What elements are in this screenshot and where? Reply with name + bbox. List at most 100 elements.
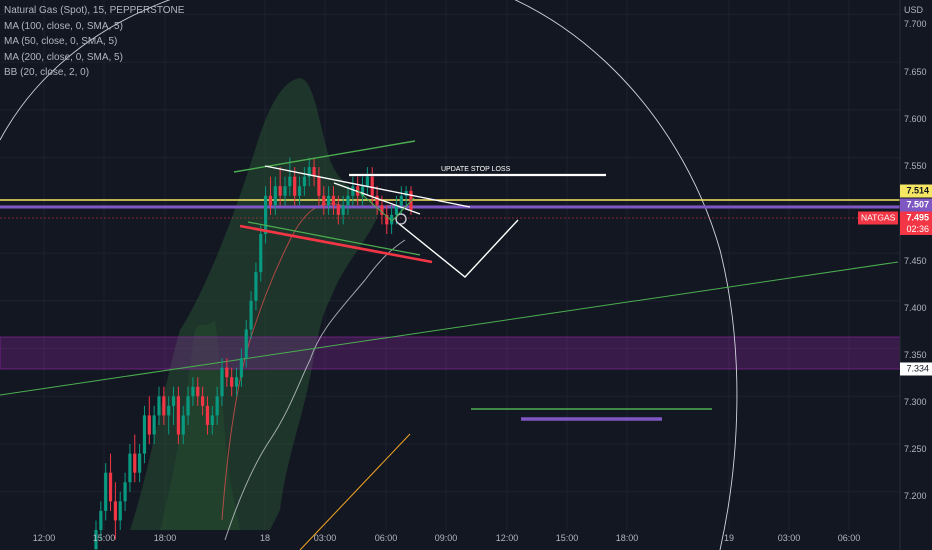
candle-body <box>317 176 321 196</box>
candle-body <box>201 396 205 406</box>
x-tick: 18:00 <box>153 533 177 543</box>
candle <box>249 291 253 340</box>
candle-body <box>278 186 282 196</box>
candle <box>390 205 394 234</box>
candle <box>268 176 273 215</box>
candle-body <box>341 205 345 215</box>
candle-body <box>385 214 389 225</box>
candle <box>123 472 127 511</box>
candle-body <box>244 329 248 359</box>
candle <box>370 167 374 206</box>
candle <box>118 491 122 530</box>
candle-body <box>331 195 336 206</box>
candle <box>259 224 263 282</box>
bar-countdown: 02:36 <box>900 224 932 235</box>
candle <box>186 386 190 425</box>
x-tick: 12:00 <box>32 533 56 543</box>
candle <box>365 167 369 196</box>
y-tick: 7.200 <box>904 491 927 501</box>
candle-body <box>312 167 316 177</box>
candle-body <box>94 530 98 550</box>
x-tick: 06:00 <box>374 533 398 543</box>
candle-body <box>225 367 229 378</box>
candle <box>167 396 171 435</box>
x-tick: 12:00 <box>495 533 519 543</box>
candle <box>283 176 287 206</box>
x-tick: 15:00 <box>555 533 579 543</box>
arc-drawing <box>0 0 738 550</box>
candle <box>322 186 326 215</box>
candle <box>191 377 195 406</box>
candle <box>336 195 340 225</box>
candle-body <box>404 190 408 196</box>
legend-bb[interactable]: BB (20, close, 2, 0) <box>4 67 90 78</box>
candle <box>341 195 345 225</box>
zone-price-label: 7.334 <box>900 362 932 376</box>
y-tick: 7.550 <box>904 161 927 171</box>
candle <box>399 186 403 215</box>
candle-body <box>167 405 171 416</box>
candle <box>225 358 229 387</box>
candle <box>230 367 234 397</box>
candle <box>244 319 248 368</box>
candle-body <box>99 510 103 530</box>
candle-body <box>123 482 127 502</box>
candle-body <box>210 415 214 425</box>
candle <box>239 348 243 387</box>
candle-body <box>336 205 340 215</box>
candle <box>307 157 311 187</box>
purple-zone <box>0 336 901 370</box>
candle <box>254 262 258 311</box>
current-price-label: 7.495 <box>900 211 932 225</box>
bollinger-band-lower-fill <box>160 320 240 530</box>
candle <box>360 176 365 206</box>
grid <box>0 0 900 530</box>
candles <box>94 157 413 550</box>
x-tick: 03:00 <box>777 533 801 543</box>
candle <box>210 405 214 435</box>
y-tick: 7.250 <box>904 444 927 454</box>
candle <box>176 386 180 445</box>
candle <box>94 520 98 550</box>
candle <box>351 176 355 206</box>
candle <box>104 463 108 521</box>
candle-body <box>365 176 369 187</box>
x-tick: 15:00 <box>92 533 116 543</box>
candle-body <box>380 205 384 215</box>
stop-loss-annotation[interactable]: UPDATE STOP LOSS <box>441 166 511 173</box>
long-trend-line <box>0 261 899 396</box>
candle-body <box>176 396 180 435</box>
candle-body <box>239 358 243 378</box>
candle <box>138 444 142 483</box>
candle-body <box>302 176 306 187</box>
legend-title: Natural Gas (Spot), 15, PEPPERSTONE <box>4 5 185 16</box>
candle-body <box>133 453 137 473</box>
currency-label: USD <box>903 5 923 15</box>
candle-body <box>297 186 302 196</box>
candle-body <box>196 386 200 397</box>
candle-body <box>264 195 268 234</box>
legend-ma-100[interactable]: MA (100, close, 0, SMA, 5) <box>4 20 123 32</box>
candle <box>152 405 156 445</box>
candle-body <box>370 176 374 196</box>
x-tick: 18:00 <box>615 533 639 543</box>
candle <box>142 405 147 464</box>
candle-body <box>128 453 132 483</box>
legend-ma-200[interactable]: MA (200, close, 0, SMA, 5) <box>4 51 123 63</box>
candle <box>171 386 176 425</box>
candle-body <box>152 415 156 435</box>
candle <box>385 205 389 234</box>
candle-body <box>399 195 403 206</box>
upper-green-channel <box>233 140 416 173</box>
y-tick: 7.650 <box>904 67 927 77</box>
candle <box>346 186 350 215</box>
candle-body <box>273 186 277 206</box>
candle <box>312 157 316 187</box>
legend-ma-50[interactable]: MA (50, close, 0, SMA, 5) <box>4 36 118 47</box>
candle-body <box>307 167 311 177</box>
candle-body <box>205 405 210 425</box>
candle-body <box>390 214 394 225</box>
candle <box>220 358 224 406</box>
candle <box>201 386 205 416</box>
